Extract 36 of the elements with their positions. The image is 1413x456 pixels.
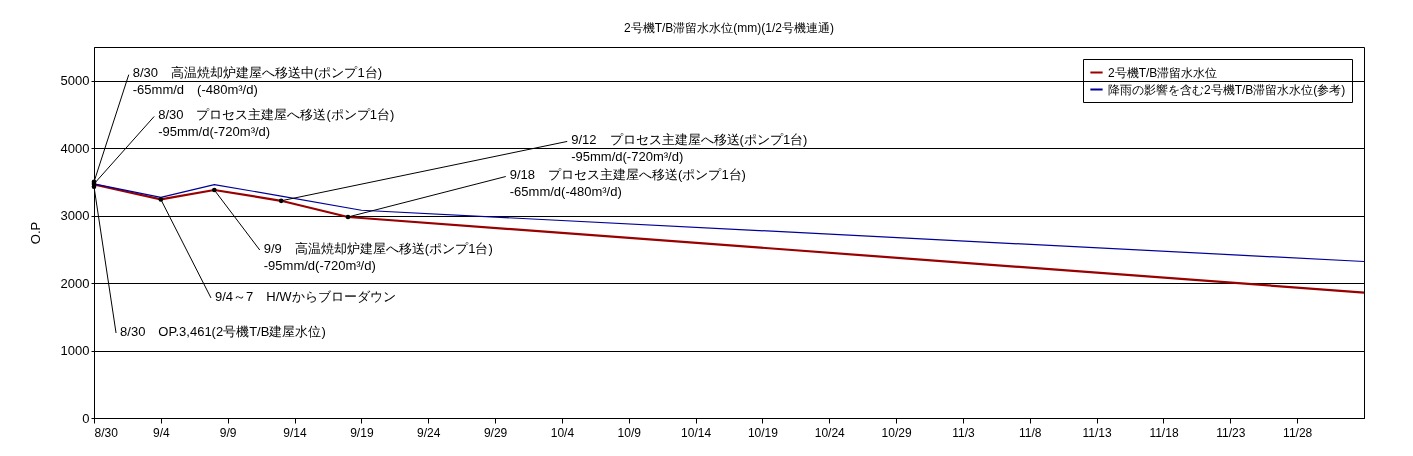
x-tick-label: 10/14	[681, 425, 712, 440]
annotation: 9/18 プロセス主建屋へ移送(ポンプ1台) -65mm/d(-480m³/d)	[509, 167, 746, 200]
x-tick-label: 11/23	[1216, 425, 1246, 440]
y-axis-title: O.P	[27, 221, 43, 245]
y-tick-label: 0	[82, 410, 90, 426]
annotation: 8/30 プロセス主建屋へ移送(ポンプ1台) -95mm/d(-720m³/d)	[158, 107, 395, 140]
x-tick-label: 9/9	[219, 425, 237, 440]
x-tick-label: 11/3	[952, 425, 975, 440]
x-tick-label: 10/4	[550, 425, 575, 440]
x-tick-label: 10/29	[881, 425, 912, 440]
x-tick-label: 11/28	[1283, 425, 1313, 440]
annotation: 9/12 プロセス主建屋へ移送(ポンプ1台) -95mm/d(-720m³/d)	[571, 132, 808, 165]
x-tick-label: 8/30	[94, 425, 119, 440]
legend-label: 降雨の影響を含む2号機T/B滞留水水位(参考)	[1108, 82, 1346, 97]
x-tick-label: 10/19	[747, 425, 779, 440]
x-tick-label: 11/18	[1149, 425, 1179, 440]
x-tick-label: 9/4	[153, 425, 171, 440]
legend-label: 2号機T/B滞留水水位	[1108, 65, 1218, 80]
x-tick-label: 9/29	[483, 425, 508, 440]
y-tick-label: 5000	[60, 73, 90, 89]
x-tick-label: 9/24	[417, 425, 441, 440]
y-tick-label: 3000	[60, 208, 90, 224]
y-tick-label: 4000	[60, 140, 90, 156]
annotation: 8/30 高温焼却炉建屋へ移送中(ポンプ1台) -65mm/d (-480m³/d)	[132, 65, 382, 98]
x-tick-label: 11/13	[1082, 425, 1113, 440]
annotation: 8/30 OP.3,461(2号機T/B建屋水位)	[120, 323, 326, 339]
annotation: 9/4～7 H/Wからブローダウン	[214, 288, 396, 304]
x-tick-label: 10/24	[814, 425, 846, 440]
x-tick-label: 9/19	[350, 425, 374, 440]
x-tick-label: 9/14	[283, 425, 308, 440]
x-tick-label: 10/9	[617, 425, 642, 440]
y-tick-label: 1000	[60, 343, 90, 359]
y-tick-label: 2000	[60, 275, 90, 291]
chart-title: 2号機T/B滞留水水位(mm)(1/2号機連通)	[624, 21, 834, 35]
x-tick-label: 11/8	[1019, 425, 1042, 440]
annotation: 9/9 高温焼却炉建屋へ移送(ポンプ1台) -95mm/d(-720m³/d)	[263, 240, 493, 273]
